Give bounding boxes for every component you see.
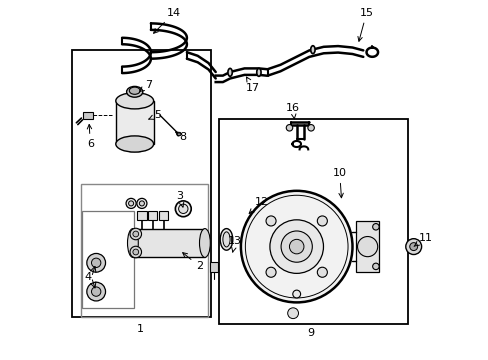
Circle shape <box>269 220 323 273</box>
Text: 14: 14 <box>153 8 181 33</box>
Circle shape <box>292 290 300 298</box>
Circle shape <box>130 246 141 258</box>
Ellipse shape <box>129 87 140 94</box>
Text: 8: 8 <box>175 132 186 142</box>
Circle shape <box>87 282 105 301</box>
Circle shape <box>175 201 191 217</box>
Ellipse shape <box>139 201 144 206</box>
Text: 6: 6 <box>87 125 94 149</box>
Ellipse shape <box>199 229 210 257</box>
Bar <box>355 221 379 272</box>
Circle shape <box>317 267 326 277</box>
Ellipse shape <box>220 229 232 250</box>
Ellipse shape <box>227 68 232 76</box>
Circle shape <box>91 258 101 267</box>
Text: 3: 3 <box>176 191 183 207</box>
Text: 15: 15 <box>357 8 373 41</box>
Circle shape <box>372 263 378 270</box>
Circle shape <box>285 125 292 131</box>
Circle shape <box>317 216 326 226</box>
Circle shape <box>178 204 187 213</box>
Ellipse shape <box>128 201 133 206</box>
Circle shape <box>281 231 312 262</box>
Bar <box>148 211 157 220</box>
Text: 17: 17 <box>246 77 260 93</box>
Bar <box>82 112 92 119</box>
Circle shape <box>405 239 421 255</box>
Ellipse shape <box>310 46 314 54</box>
Circle shape <box>241 191 352 302</box>
Text: 4: 4 <box>84 272 91 282</box>
Circle shape <box>289 239 304 254</box>
Ellipse shape <box>127 229 138 257</box>
Circle shape <box>287 308 298 319</box>
Ellipse shape <box>126 86 142 97</box>
Text: 9: 9 <box>307 328 314 338</box>
Circle shape <box>372 224 378 230</box>
Ellipse shape <box>116 93 153 109</box>
Circle shape <box>265 216 276 226</box>
Ellipse shape <box>116 136 153 152</box>
Text: 2: 2 <box>183 253 203 271</box>
Text: 1: 1 <box>136 324 143 334</box>
Circle shape <box>133 249 139 255</box>
Ellipse shape <box>223 232 230 247</box>
Text: 12: 12 <box>249 197 269 213</box>
Text: 5: 5 <box>148 110 161 120</box>
Circle shape <box>357 237 377 257</box>
Circle shape <box>409 243 417 251</box>
Ellipse shape <box>256 68 261 76</box>
Text: 10: 10 <box>332 168 346 198</box>
Circle shape <box>307 125 314 131</box>
Bar <box>116 101 153 144</box>
Circle shape <box>265 267 276 277</box>
Circle shape <box>87 253 105 272</box>
Ellipse shape <box>126 198 136 208</box>
Bar <box>81 211 134 308</box>
Circle shape <box>133 231 139 237</box>
Bar <box>159 211 168 220</box>
Ellipse shape <box>177 133 181 136</box>
Bar <box>72 50 211 317</box>
Text: 7: 7 <box>140 80 152 91</box>
Text: 13: 13 <box>228 236 242 252</box>
Bar <box>133 229 204 257</box>
Bar <box>81 184 208 317</box>
Circle shape <box>91 287 101 296</box>
Bar <box>137 211 146 220</box>
Text: 16: 16 <box>285 103 299 119</box>
Circle shape <box>130 228 141 240</box>
Bar <box>210 262 218 272</box>
Bar <box>219 119 407 324</box>
Text: 11: 11 <box>413 233 432 246</box>
Ellipse shape <box>137 198 146 208</box>
